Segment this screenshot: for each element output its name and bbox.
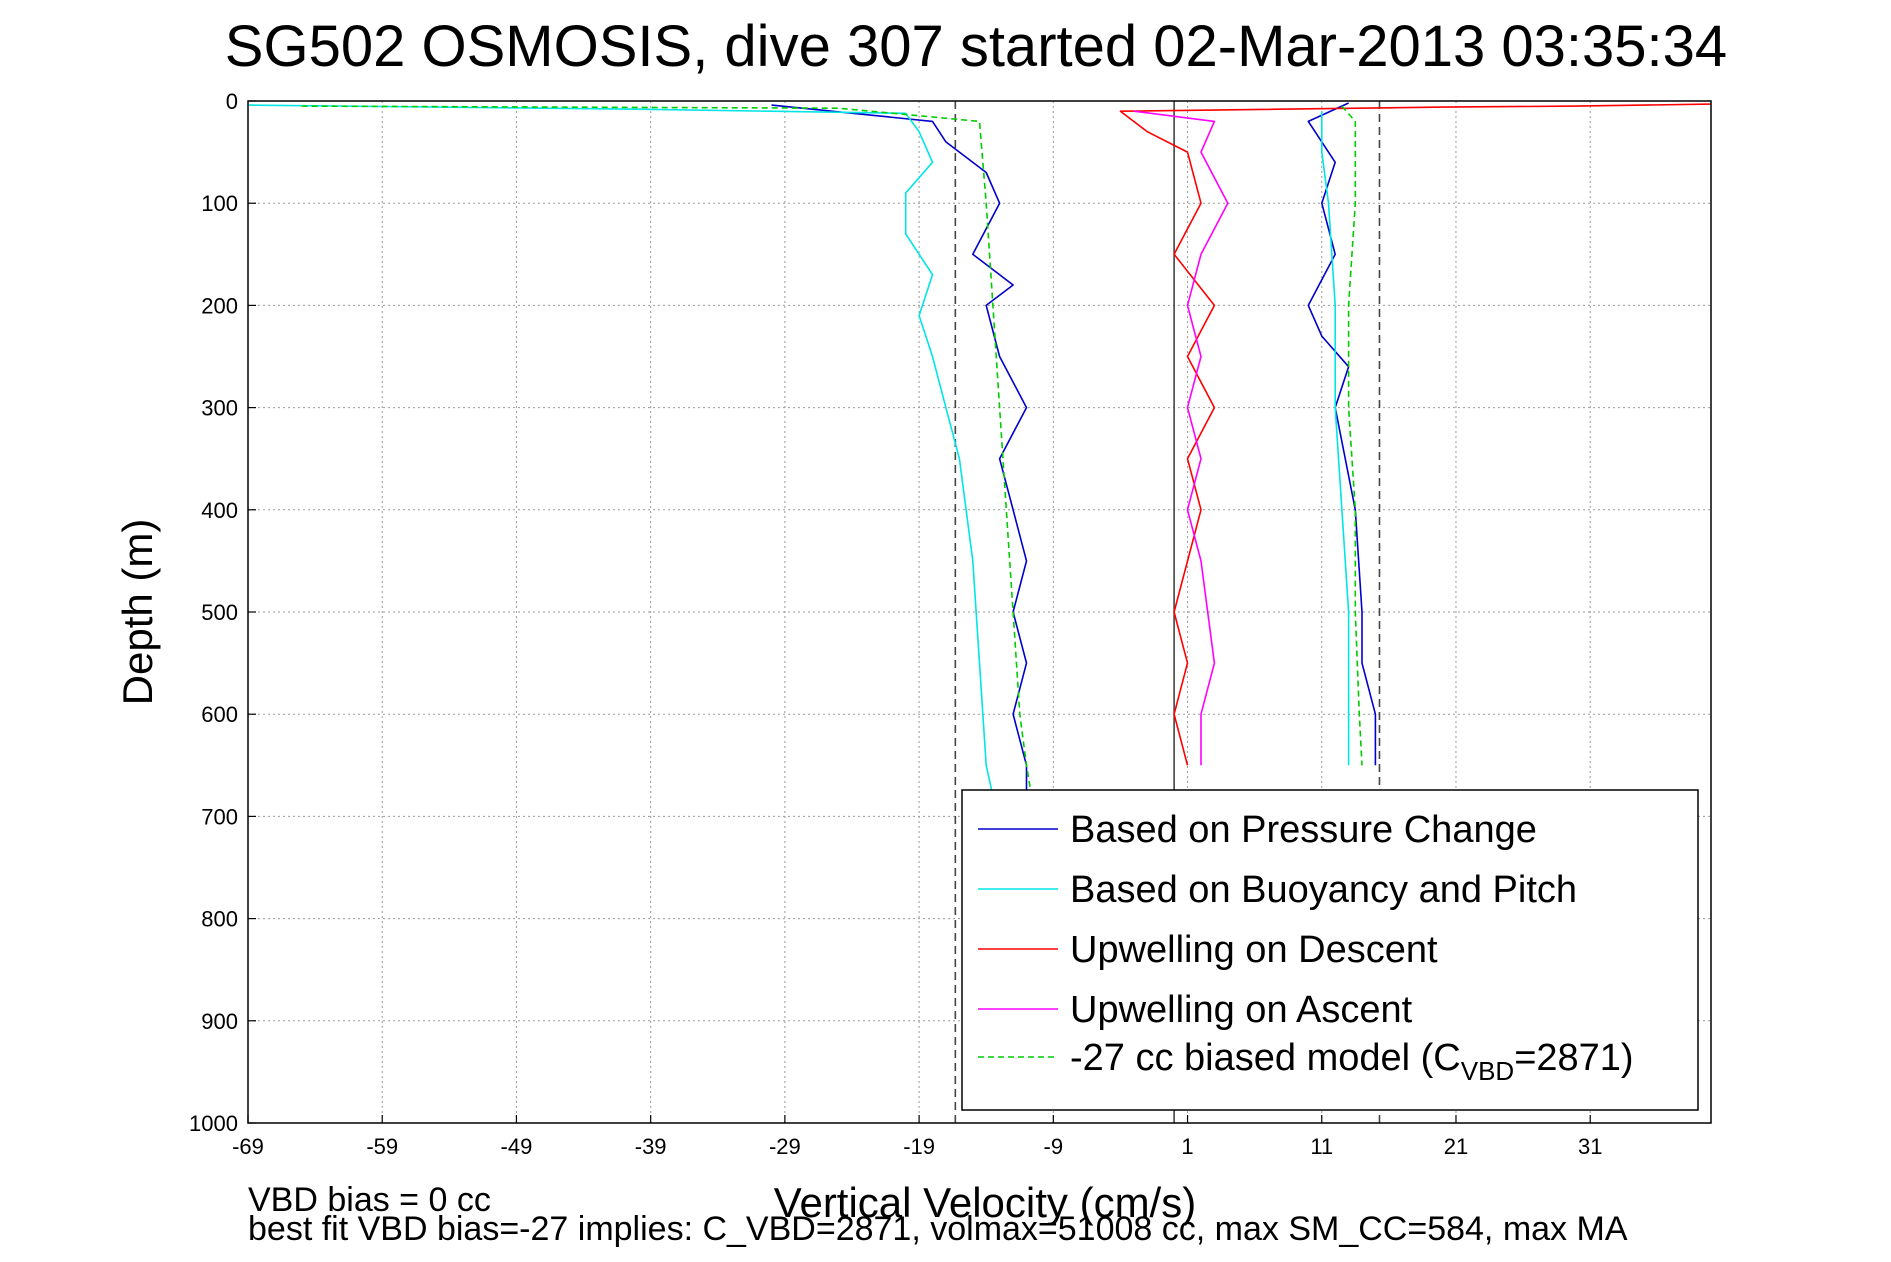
- series-line-1: [1307, 102, 1377, 766]
- series-line-5: [1133, 110, 1229, 766]
- x-tick-label: -49: [501, 1134, 533, 1159]
- series-line-3: [1321, 111, 1350, 766]
- y-tick-label: 0: [226, 89, 238, 114]
- chart-title: SG502 OSMOSIS, dive 307 started 02-Mar-2…: [225, 14, 1727, 79]
- x-tick-labels: -69 -59 -49 -39 -29 -19 -9 1 11 21 31: [232, 1115, 1602, 1159]
- x-tick-label: -39: [635, 1134, 667, 1159]
- y-tick-label: 500: [201, 600, 238, 625]
- x-tick-label: -19: [903, 1134, 935, 1159]
- x-tick-label: 11: [1310, 1134, 1333, 1159]
- legend-label: Upwelling on Ascent: [1070, 989, 1413, 1031]
- legend-label: Based on Buoyancy and Pitch: [1070, 869, 1577, 911]
- series-line-6: [301, 105, 1034, 807]
- y-tick-label: 400: [201, 498, 238, 523]
- y-tick-label: 600: [201, 702, 238, 727]
- x-tick-label: 21: [1444, 1134, 1468, 1159]
- y-tick-label: 1000: [189, 1111, 238, 1136]
- x-axis-title: Vertical Velocity (cm/s): [774, 1179, 1196, 1226]
- x-tick-label: -69: [232, 1134, 264, 1159]
- x-tick-label: -9: [1044, 1134, 1064, 1159]
- legend-label: -27 cc biased model (CVBD=2871): [1070, 1037, 1634, 1086]
- x-tick-label: -29: [769, 1134, 801, 1159]
- x-tick-label: 1: [1181, 1134, 1193, 1159]
- y-tick-label: 300: [201, 396, 238, 421]
- annotation-vbd-bias: VBD bias = 0 cc: [248, 1181, 491, 1219]
- legend-label: Upwelling on Descent: [1070, 929, 1438, 971]
- legend-label: Based on Pressure Change: [1070, 809, 1537, 851]
- y-tick-labels: 0 100 200 300 400 500 600 700 800 900 1000: [189, 89, 256, 1136]
- y-tick-label: 700: [201, 804, 238, 829]
- series-group: [247, 102, 1712, 817]
- y-tick-label: 800: [201, 907, 238, 932]
- y-axis-title: Depth (m): [114, 519, 161, 706]
- series-line-4: [1119, 103, 1712, 766]
- series-line-2: [247, 104, 994, 797]
- legend: Based on Pressure Change Based on Buoyanc…: [961, 789, 1699, 1111]
- series-line-7: [1341, 105, 1363, 766]
- x-tick-label: 31: [1578, 1134, 1602, 1159]
- y-tick-label: 200: [201, 293, 238, 318]
- annotation-best-fit: best fit VBD bias=-27 implies: C_VBD=287…: [248, 1210, 1628, 1248]
- y-tick-label: 900: [201, 1009, 238, 1034]
- x-tick-label: -59: [366, 1134, 398, 1159]
- series-line-0: [771, 104, 1041, 817]
- legend-box: [961, 789, 1699, 1111]
- y-tick-label: 100: [201, 191, 238, 216]
